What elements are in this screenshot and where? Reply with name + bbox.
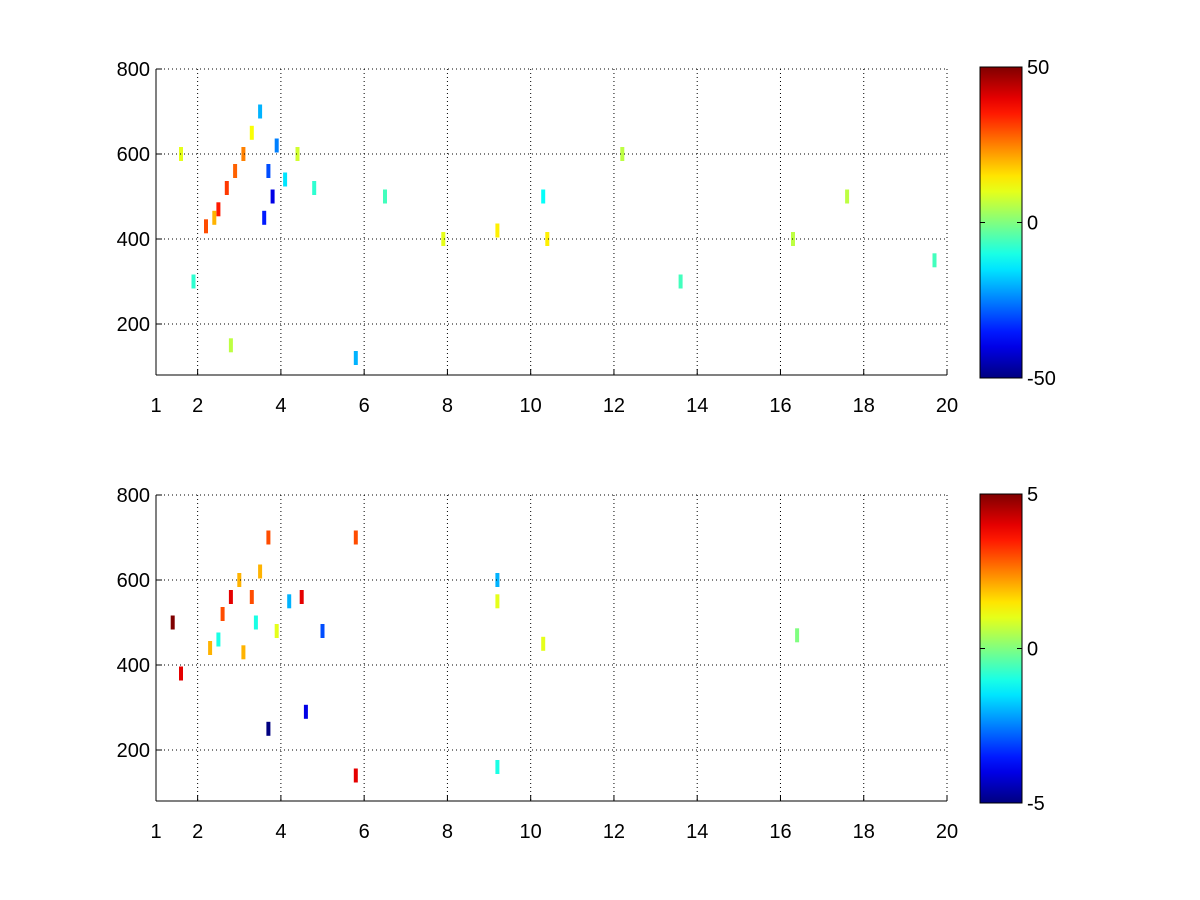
- x-tick-label: 14: [686, 395, 708, 417]
- heatmap-cell: [795, 628, 800, 643]
- colorbar-tick-label: -50: [1027, 368, 1056, 390]
- heatmap-cell: [295, 147, 300, 161]
- x-tick-label: 1: [150, 821, 161, 843]
- heatmap-cell: [283, 172, 288, 187]
- x-tick-label: 12: [603, 821, 625, 843]
- heatmap-cell: [228, 338, 233, 353]
- heatmap-cell: [274, 624, 279, 638]
- heatmap-cell: [845, 189, 850, 204]
- x-tick-label: 10: [520, 395, 542, 417]
- heatmap-cell: [932, 253, 937, 268]
- y-tick-label: 400: [117, 655, 150, 677]
- heatmap-cell: [541, 189, 546, 204]
- heatmap-cell: [495, 594, 500, 609]
- colorbar: 5 0 -5: [979, 484, 1045, 815]
- x-tick-label: 18: [853, 395, 875, 417]
- heatmap-cell: [208, 641, 213, 655]
- heatmap-cell: [320, 624, 325, 638]
- x-tick-label: 12: [603, 395, 625, 417]
- heatmap-cell: [274, 138, 279, 153]
- y-tick-label: 600: [117, 570, 150, 592]
- y-tick-label: 400: [117, 229, 150, 251]
- x-tick-label: 2: [192, 821, 203, 843]
- heatmap-cell: [224, 181, 229, 195]
- colorbar-tick-label: -5: [1027, 793, 1045, 815]
- x-tick-label: 2: [192, 395, 203, 417]
- colorbar-gradient: [979, 66, 1023, 379]
- colorbar-tick-label: 0: [1027, 639, 1038, 661]
- heatmap-cell: [233, 164, 238, 178]
- heatmap-cell: [270, 189, 275, 204]
- heatmap-cell: [545, 232, 550, 246]
- x-tick-label: 8: [442, 395, 453, 417]
- heatmap-cell: [220, 607, 225, 621]
- heatmap-cell: [191, 274, 196, 289]
- x-tick-label: 16: [769, 821, 791, 843]
- colorbar-gradient: [979, 493, 1023, 804]
- colorbar-tick-label: 0: [1027, 213, 1038, 235]
- heatmap-cell: [678, 274, 683, 289]
- heatmap-cell: [179, 666, 183, 681]
- heatmap-cell: [495, 760, 500, 774]
- x-tick-label: 8: [442, 821, 453, 843]
- heatmap-cell: [241, 645, 246, 660]
- x-tick-label: 20: [936, 821, 958, 843]
- heatmap-cell: [266, 721, 271, 736]
- heatmap-cell: [353, 530, 358, 545]
- heatmap-cell: [249, 125, 254, 140]
- y-tick-label: 200: [117, 740, 150, 762]
- heatmap-cell: [216, 202, 221, 217]
- heatmap-cell: [241, 147, 246, 161]
- colorbar: 50 0 -50: [979, 57, 1056, 390]
- x-tick-label: 1: [150, 395, 161, 417]
- x-tick-label: 16: [769, 395, 791, 417]
- x-tick-label: 20: [936, 395, 958, 417]
- heatmap-cell: [303, 704, 308, 719]
- heatmap-cell: [620, 147, 625, 161]
- heatmap-cell: [253, 615, 258, 630]
- colorbar-tick-label: 5: [1027, 484, 1038, 506]
- x-tick-label: 4: [275, 395, 286, 417]
- heatmap-cell: [495, 573, 500, 587]
- heatmap-cell: [287, 594, 292, 609]
- heatmap-cell: [212, 210, 217, 225]
- heatmap-cell: [383, 189, 387, 204]
- heatmap-cell: [266, 164, 271, 178]
- x-tick-label: 10: [520, 821, 542, 843]
- heatmap-cell: [262, 210, 267, 225]
- heatmap-cell: [541, 636, 546, 651]
- y-tick-label: 600: [117, 144, 150, 166]
- heatmap-cell: [249, 590, 254, 604]
- heatmap-cell: [204, 219, 208, 234]
- x-tick-label: 14: [686, 821, 708, 843]
- y-tick-label: 800: [117, 485, 150, 507]
- heatmap-cell: [353, 768, 358, 783]
- heatmap-cell: [258, 104, 263, 119]
- heatmap-cell: [216, 632, 221, 647]
- x-tick-label: 18: [853, 821, 875, 843]
- heatmap-cell: [441, 232, 446, 246]
- heatmap-cell: [228, 590, 233, 604]
- x-tick-label: 4: [275, 821, 286, 843]
- heatmap-cell: [353, 351, 358, 365]
- heatmap-cell: [170, 615, 175, 630]
- heatmap-cell: [258, 564, 263, 579]
- heatmap-cell: [495, 223, 500, 238]
- heatmap-cell: [266, 530, 271, 545]
- heatmap-cell: [237, 573, 242, 587]
- x-tick-label: 6: [359, 395, 370, 417]
- y-tick-label: 800: [117, 59, 150, 81]
- heatmap-cell: [312, 181, 317, 195]
- colorbar-tick-label: 50: [1027, 57, 1049, 79]
- heatmap-cell: [299, 590, 304, 604]
- x-tick-label: 6: [359, 821, 370, 843]
- y-tick-label: 200: [117, 314, 150, 336]
